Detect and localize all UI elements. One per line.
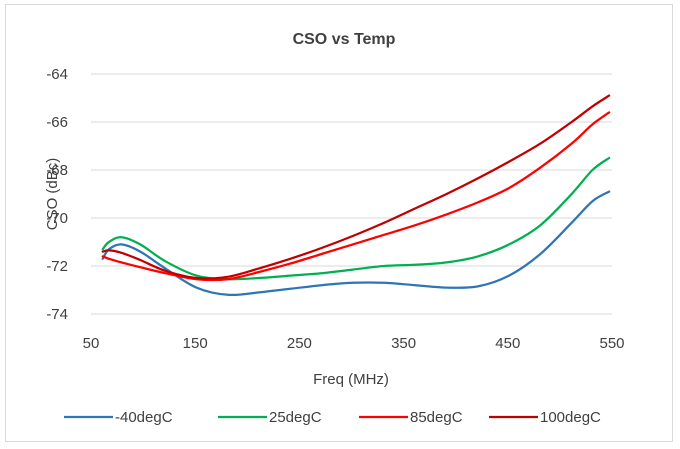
x-tick-labels: 50 150 250 350 450 550 bbox=[83, 335, 625, 352]
y-axis-label: CSO (dBc) bbox=[44, 158, 61, 231]
chart-title: CSO vs Temp bbox=[293, 31, 396, 48]
x-tick-label: 550 bbox=[599, 335, 624, 352]
y-tick-label: -64 bbox=[46, 66, 68, 83]
legend-item-25degc: 25degC bbox=[218, 409, 322, 426]
y-tick-label: -66 bbox=[46, 114, 68, 131]
x-tick-label: 350 bbox=[391, 335, 416, 352]
y-tick-label: -74 bbox=[46, 306, 68, 323]
y-tick-labels: -74 -72 -70 -68 -66 -64 bbox=[46, 66, 68, 323]
series-lines bbox=[101, 94, 611, 297]
series-line-25degc bbox=[101, 156, 611, 281]
legend: -40degC 25degC 85degC 100degC bbox=[64, 409, 601, 426]
series-line-100degc bbox=[101, 94, 611, 280]
legend-label: 25degC bbox=[269, 409, 322, 426]
y-tick-label: -72 bbox=[46, 258, 68, 275]
chart-frame bbox=[5, 4, 673, 442]
legend-label: 100degC bbox=[540, 409, 601, 426]
series-line-85degc bbox=[101, 111, 611, 282]
x-tick-label: 250 bbox=[287, 335, 312, 352]
legend-label: 85degC bbox=[410, 409, 463, 426]
legend-item-85degc: 85degC bbox=[359, 409, 463, 426]
y-tick-label: -70 bbox=[46, 210, 68, 227]
gridlines bbox=[91, 73, 612, 315]
legend-item--40degc: -40degC bbox=[64, 409, 173, 426]
legend-item-100degc: 100degC bbox=[489, 409, 601, 426]
x-tick-label: 150 bbox=[183, 335, 208, 352]
series-line--40degc bbox=[101, 190, 611, 297]
x-axis-label: Freq (MHz) bbox=[313, 371, 389, 388]
x-tick-label: 450 bbox=[495, 335, 520, 352]
x-tick-label: 50 bbox=[83, 335, 100, 352]
legend-label: -40degC bbox=[115, 409, 173, 426]
y-tick-label: -68 bbox=[46, 162, 68, 179]
